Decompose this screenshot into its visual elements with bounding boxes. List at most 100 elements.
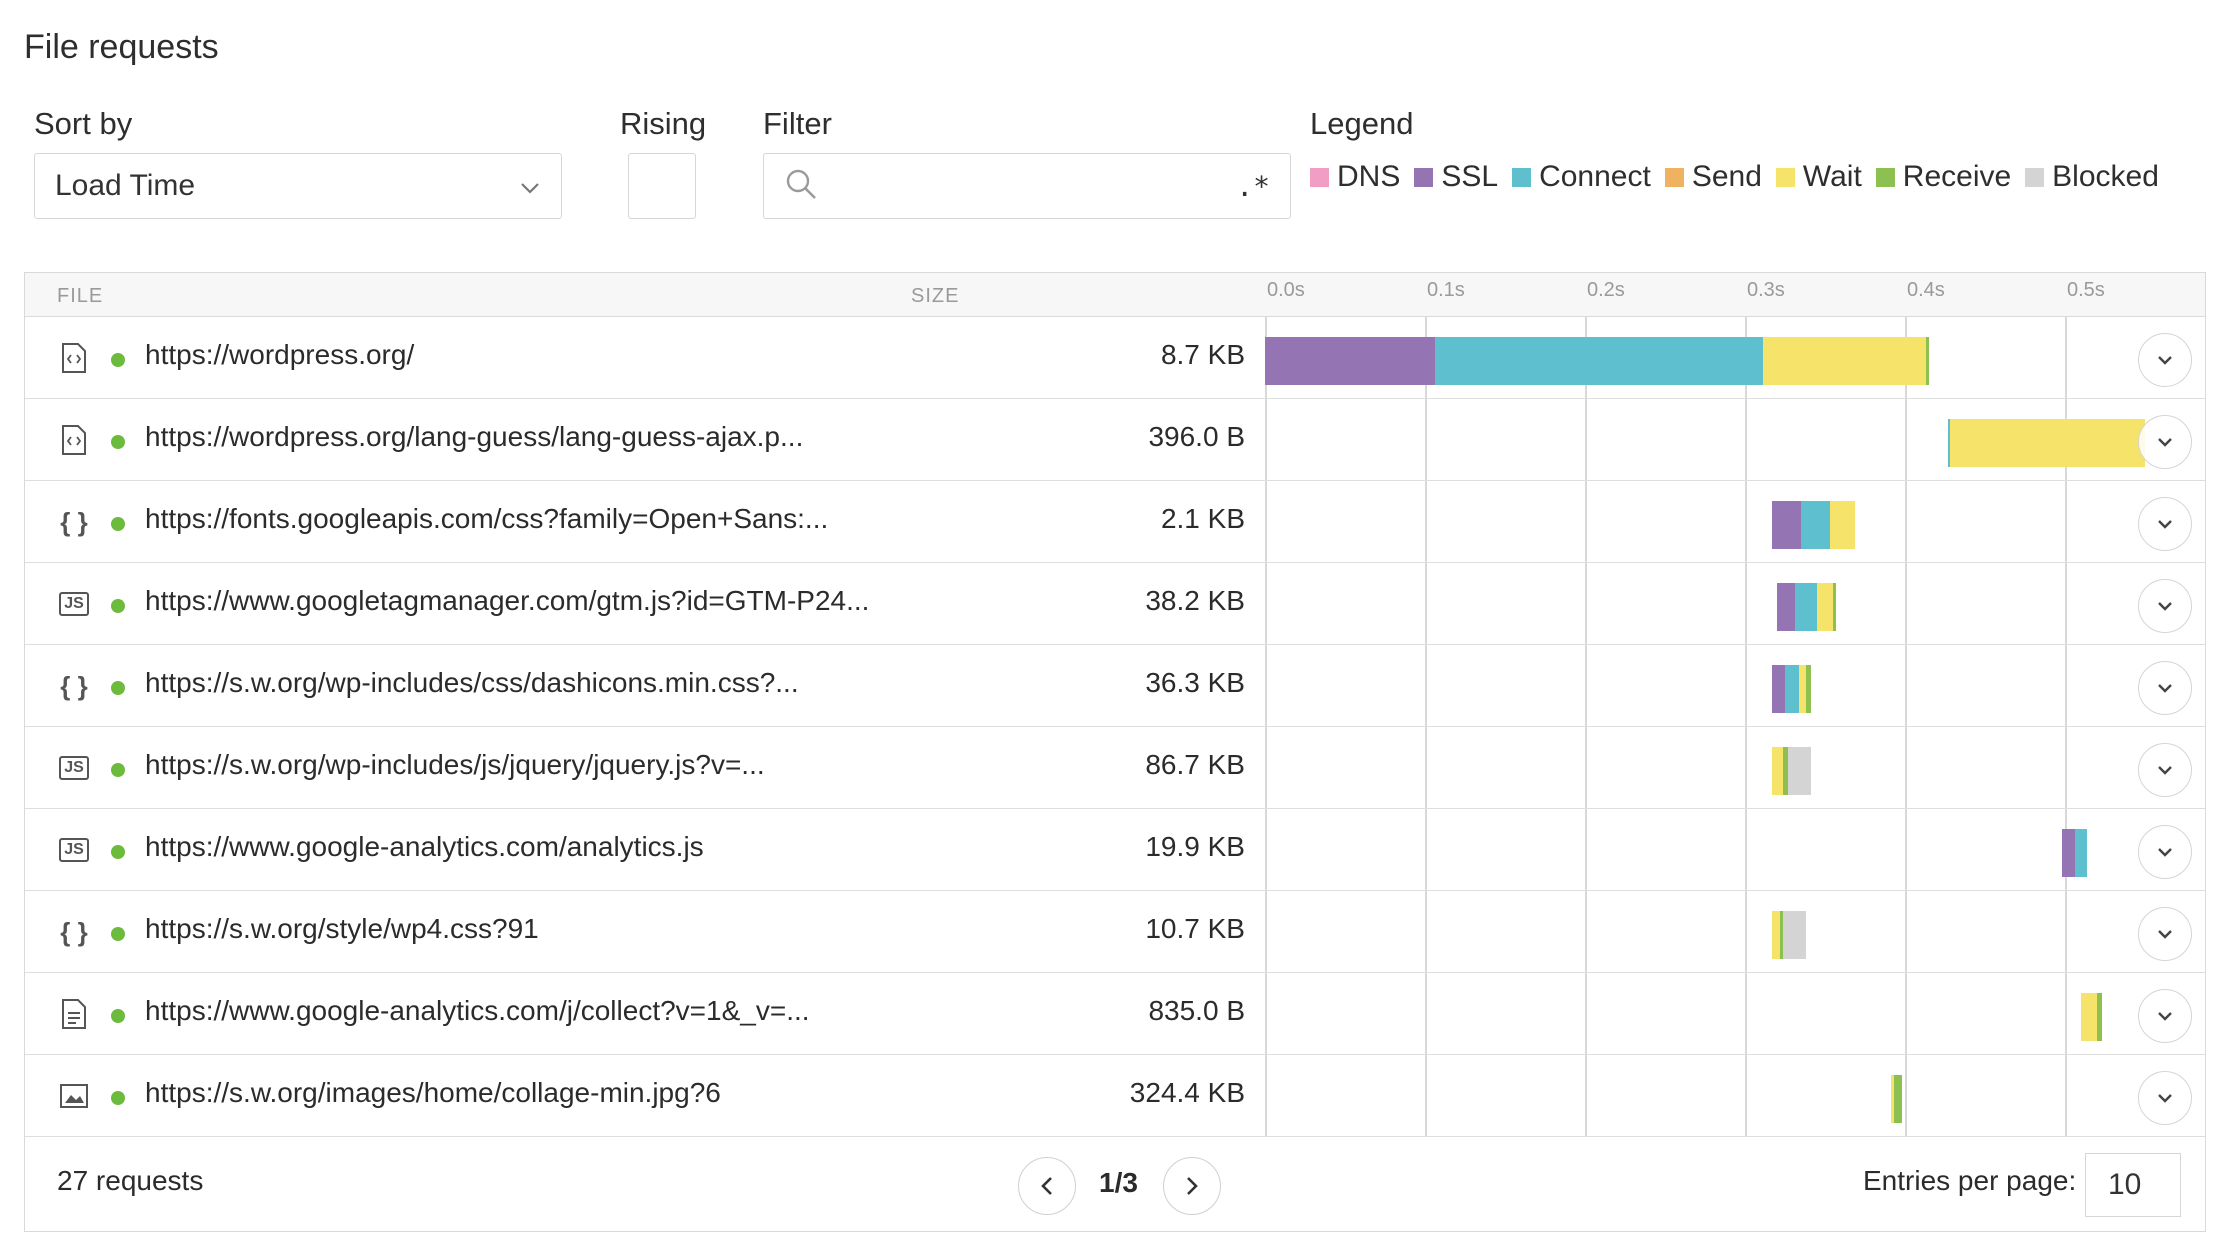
legend-item-label: Blocked [2052,160,2159,193]
chevron-right-icon [1187,1177,1198,1195]
sort-by-value: Load Time [55,169,196,202]
file-size: 10.7 KB [1145,913,1245,944]
timing-segment-receive [1805,665,1811,713]
file-size: 86.7 KB [1145,749,1245,780]
timeline-gridline [1745,317,1747,1137]
file-size: 835.0 B [1148,995,1245,1026]
expand-row-button[interactable] [2138,333,2192,387]
file-size: 2.1 KB [1160,503,1245,534]
chevron-down-icon [2158,930,2172,939]
legend-item-send: Send [1664,160,1762,194]
filter-field[interactable]: .* [763,153,1291,219]
timing-segment-receive [1783,747,1789,795]
request-timeline [1265,563,2205,644]
expand-row-button[interactable] [2138,907,2192,961]
file-url[interactable]: https://s.w.org/images/home/collage-min.… [145,1077,721,1108]
timing-segment-wait [1772,911,1781,959]
timeline-tick-label: 0.5s [2067,279,2105,301]
legend-swatch [1775,167,1795,187]
timing-segment-connect [1801,501,1830,549]
table-body: https://wordpress.org/8.7 KB https://word… [25,317,2205,1137]
filter-input[interactable] [832,169,1237,203]
request-timeline [1265,481,2205,562]
expand-row-button[interactable] [2138,661,2192,715]
expand-row-button[interactable] [2138,415,2192,469]
expand-row-button[interactable] [2138,743,2192,797]
timing-segment-connect [1948,419,1951,467]
timing-segment-wait [1799,665,1806,713]
legend-item-label: SSL [1441,160,1499,193]
request-timeline [1265,1055,2205,1136]
table-row[interactable]: JS https://www.google-analytics.com/analy… [25,809,2205,891]
legend-swatch [1414,167,1434,187]
table-row[interactable]: JS https://www.googletagmanager.com/gtm.j… [25,563,2205,645]
table-row[interactable]: { } https://fonts.googleapis.com/css?fami… [25,481,2205,563]
table-row[interactable]: https://wordpress.org/lang-guess/lang-gu… [25,399,2205,481]
timeline-gridline [1585,317,1587,1137]
js-file-icon: JS [57,833,91,867]
table-row[interactable]: https://www.google-analytics.com/j/colle… [25,973,2205,1055]
timing-segment-blocked [1783,911,1806,959]
request-timeline [1265,973,2205,1054]
timing-segment-receive [1925,337,1929,385]
timeline-gridlines [1265,317,2205,1137]
table-row[interactable]: { } https://s.w.org/style/wp4.css?91 10.7 … [25,891,2205,973]
file-size: 8.7 KB [1160,339,1245,370]
request-timeline [1265,891,2205,972]
file-url[interactable]: https://wordpress.org/lang-guess/lang-gu… [145,421,804,452]
expand-row-button[interactable] [2138,579,2192,633]
timing-segment-wait [1817,583,1833,631]
chevron-down-icon [2158,684,2172,693]
timing-segment-ssl [1772,501,1801,549]
table-row[interactable]: https://s.w.org/images/home/collage-min.… [25,1055,2205,1137]
timing-segment-connect [1794,583,1817,631]
timeline-gridline [1425,317,1427,1137]
previous-page-button[interactable] [1018,1157,1076,1215]
request-timeline [1265,645,2205,726]
request-timeline [1265,727,2205,808]
file-url[interactable]: https://fonts.googleapis.com/css?family=… [145,503,829,534]
legend-item-label: Connect [1539,160,1651,193]
timing-segment-ssl [2061,829,2075,877]
page-indicator: 1/3 [1099,1167,1138,1198]
timing-segment-ssl [1772,665,1785,713]
image-file-icon [57,1079,91,1113]
file-url[interactable]: https://www.googletagmanager.com/gtm.js?… [145,585,870,616]
next-page-button[interactable] [1163,1157,1221,1215]
request-timeline [1265,809,2205,890]
expand-row-button[interactable] [2138,989,2192,1043]
expand-row-button[interactable] [2138,1071,2192,1125]
timing-segment-receive [1893,1075,1902,1123]
js-file-icon: JS [57,587,91,621]
css-file-icon: { } [60,916,88,947]
file-url[interactable]: https://s.w.org/wp-includes/js/jquery/jq… [145,749,765,780]
chevron-down-icon [2158,520,2172,529]
expand-row-button[interactable] [2138,497,2192,551]
timing-segment-ssl [1265,337,1435,385]
table-row[interactable]: JS https://s.w.org/wp-includes/js/jquery/… [25,727,2205,809]
sort-by-select[interactable]: Load Time [34,153,562,219]
status-dot [111,927,125,941]
html-file-icon [57,341,91,375]
file-url[interactable]: https://wordpress.org/ [145,339,415,370]
entries-per-page-input[interactable]: 10 [2085,1153,2181,1217]
rising-checkbox[interactable] [628,153,696,219]
regex-toggle[interactable]: .* [1236,169,1270,203]
file-url[interactable]: https://s.w.org/style/wp4.css?91 [145,913,539,944]
file-size: 396.0 B [1148,421,1245,452]
file-requests-table: FILE SIZE 0.0s 0.1s 0.2s 0.3s 0.4s 0.5s https… [24,272,2206,1232]
expand-row-button[interactable] [2138,825,2192,879]
file-column-header[interactable]: FILE [57,285,104,307]
table-header: FILE SIZE 0.0s 0.1s 0.2s 0.3s 0.4s 0.5s [25,273,2205,317]
file-url[interactable]: https://s.w.org/wp-includes/css/dashicon… [145,667,799,698]
timing-segment-connect [2074,829,2088,877]
file-url[interactable]: https://www.google-analytics.com/analyti… [145,831,704,862]
size-column-header[interactable]: SIZE [911,285,960,307]
timeline-axis: 0.0s 0.1s 0.2s 0.3s 0.4s 0.5s [1265,273,2205,317]
table-row[interactable]: { } https://s.w.org/wp-includes/css/dashi… [25,645,2205,727]
js-file-icon: JS [57,751,91,785]
file-url[interactable]: https://www.google-analytics.com/j/colle… [145,995,810,1026]
chevron-down-icon [2158,848,2172,857]
table-row[interactable]: https://wordpress.org/8.7 KB [25,317,2205,399]
timing-segment-blocked [1788,747,1811,795]
